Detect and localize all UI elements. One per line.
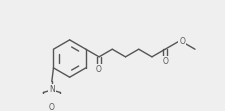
Text: O: O [179,37,185,46]
Text: N: N [49,85,55,94]
Text: O: O [162,57,168,66]
Text: O: O [49,103,55,111]
Text: O: O [96,65,102,74]
